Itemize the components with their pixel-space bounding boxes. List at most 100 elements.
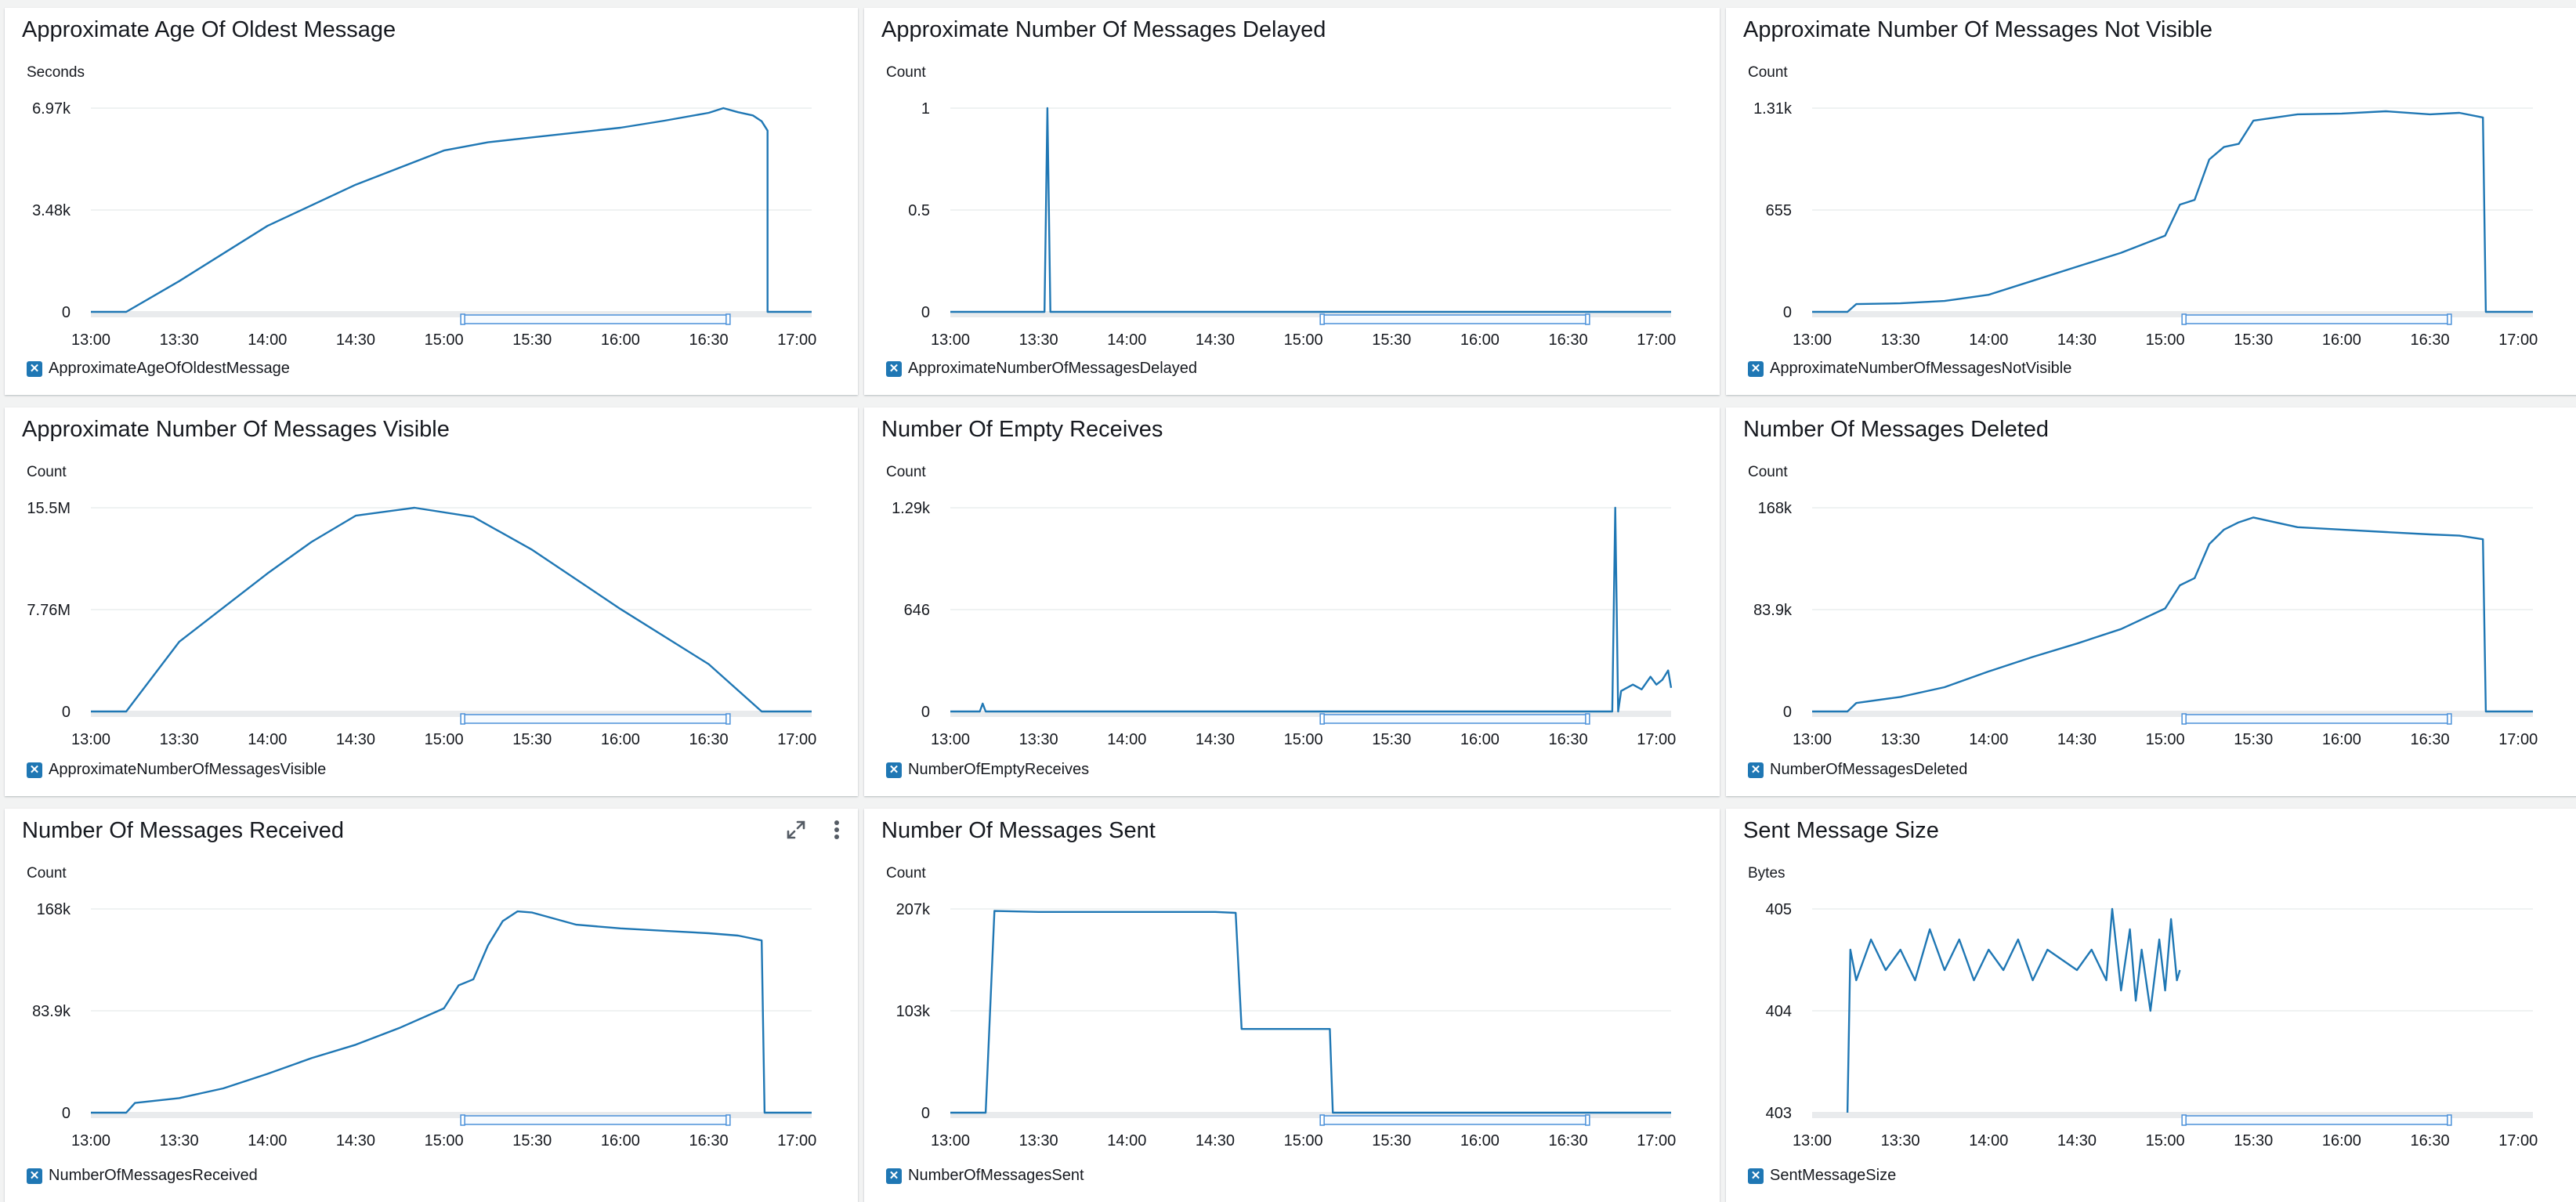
x-tick-label: 14:30 — [2057, 1132, 2097, 1150]
time-range-brush — [2182, 314, 2451, 324]
legend-label: ApproximateNumberOfMessagesNotVisible — [1770, 360, 2072, 377]
time-range-brush — [461, 714, 730, 724]
x-tick-label: 14:30 — [1196, 1132, 1235, 1150]
chart-plot: 1.31k 655 013:00 13:30 14:00 14:30 15:00 15:30 1… — [1753, 100, 2538, 349]
x-tick-label: 17:00 — [2498, 731, 2538, 748]
legend-label: NumberOfMessagesDeleted — [1770, 761, 1968, 778]
widget-title: Approximate Age Of Oldest Message — [22, 17, 396, 42]
chart-legend: ✕ NumberOfEmptyReceives — [886, 761, 1089, 779]
widget-title: Sent Message Size — [1743, 818, 1939, 843]
series-line — [950, 107, 1671, 313]
legend-label: NumberOfMessagesReceived — [49, 1167, 258, 1184]
legend-label: NumberOfMessagesSent — [908, 1167, 1084, 1184]
widget-panel[interactable]: Number Of Messages Received Count 168k 83.9… — [5, 809, 858, 1202]
widget-panel[interactable]: Approximate Number Of Messages Visible Co… — [5, 407, 858, 796]
x-tick-label: 17:00 — [777, 331, 816, 349]
x-tick-label: 13:30 — [1019, 331, 1058, 349]
chart-plot: 168k 83.9k 013:00 13:30 14:00 14:30 15:00 15:30… — [1753, 500, 2538, 748]
x-tick-label: 14:00 — [1107, 731, 1146, 748]
x-tick-label: 14:00 — [1969, 731, 2008, 748]
chart-plot: 15.5M 7.76M 013:00 13:30 14:00 14:30 15:00 15:3… — [27, 500, 816, 748]
more-options-icon[interactable] — [833, 820, 841, 840]
x-tick-label: 13:30 — [1881, 731, 1920, 748]
legend-checkbox-icon[interactable]: ✕ — [27, 762, 42, 778]
x-tick-label: 16:00 — [1460, 731, 1500, 748]
legend-checkbox-icon[interactable]: ✕ — [1748, 762, 1764, 778]
x-tick-label: 14:30 — [2057, 731, 2097, 748]
y-tick-label: 168k — [37, 901, 71, 918]
x-axis-baseline — [950, 1112, 1671, 1118]
legend-checkbox-icon[interactable]: ✕ — [1748, 1168, 1764, 1184]
x-axis-baseline — [91, 1112, 812, 1118]
x-tick-label: 14:30 — [336, 1132, 375, 1150]
legend-checkbox-icon[interactable]: ✕ — [886, 360, 902, 377]
x-tick-label: 14:30 — [2057, 331, 2097, 349]
legend-label: ApproximateAgeOfOldestMessage — [49, 360, 290, 377]
widget-panel[interactable]: Approximate Number Of Messages Delayed Co… — [864, 8, 1720, 395]
x-tick-label: 13:30 — [160, 1132, 199, 1150]
series-line — [1846, 907, 2181, 1113]
legend-checkbox-icon[interactable]: ✕ — [27, 360, 42, 377]
widget-panel[interactable]: Approximate Number Of Messages Not Visib… — [1726, 8, 2576, 395]
y-tick-label: 7.76M — [27, 602, 71, 619]
y-tick-label: 168k — [1758, 500, 1793, 517]
brush-handle-left — [2181, 313, 2187, 325]
chart-legend: ✕ ApproximateAgeOfOldestMessage — [27, 360, 290, 378]
legend-label: NumberOfEmptyReceives — [908, 761, 1090, 778]
x-tick-label: 13:00 — [1793, 1132, 1832, 1150]
brush-handle-right — [2447, 313, 2452, 325]
x-tick-label: 13:00 — [1793, 731, 1832, 748]
time-range-brush — [1320, 1115, 1590, 1125]
time-range-brush — [461, 1115, 730, 1125]
chart-legend: ✕ ApproximateNumberOfMessagesNotVisible — [1748, 360, 2071, 378]
x-tick-label: 15:30 — [512, 1132, 552, 1150]
x-tick-label: 14:30 — [336, 331, 375, 349]
chart-legend: ✕ ApproximateNumberOfMessagesVisible — [27, 761, 326, 779]
y-tick-label: 404 — [1766, 1003, 1792, 1020]
widget-panel[interactable]: Approximate Age Of Oldest Message Seconds… — [5, 8, 858, 395]
legend-checkbox-icon[interactable]: ✕ — [27, 1168, 42, 1184]
x-tick-label: 14:30 — [1196, 731, 1235, 748]
x-tick-label: 15:00 — [2146, 1132, 2185, 1150]
chart-legend: ✕ ApproximateNumberOfMessagesDelayed — [886, 360, 1197, 378]
series-line — [950, 910, 1671, 1114]
widget-panel[interactable]: Sent Message Size Bytes 405 404 403 13:00 13:3… — [1726, 809, 2576, 1202]
x-tick-label: 15:30 — [512, 731, 552, 748]
brush-handle-left — [2181, 713, 2187, 725]
brush-handle-right — [725, 713, 731, 725]
x-tick-label: 13:30 — [1881, 331, 1920, 349]
widget-panel[interactable]: Number Of Empty Receives Count 1.29k 646 0 13… — [864, 407, 1720, 796]
brush-handle-right — [2447, 1114, 2452, 1126]
legend-checkbox-icon[interactable]: ✕ — [886, 762, 902, 778]
x-tick-label: 15:00 — [425, 1132, 464, 1150]
y-tick-label: 1.31k — [1753, 100, 1793, 118]
brush-handle-left — [1319, 313, 1325, 325]
y-axis-unit-label: Count — [886, 865, 926, 882]
y-tick-label: 15.5M — [27, 500, 71, 517]
x-tick-label: 17:00 — [1637, 331, 1676, 349]
brush-handle-right — [725, 1114, 731, 1126]
legend-label: SentMessageSize — [1770, 1167, 1897, 1184]
legend-checkbox-icon[interactable]: ✕ — [1748, 360, 1764, 377]
x-tick-label: 16:30 — [2411, 731, 2450, 748]
x-tick-label: 13:00 — [931, 331, 970, 349]
expand-icon[interactable] — [786, 820, 806, 840]
x-tick-label: 15:30 — [2234, 1132, 2273, 1150]
legend-checkbox-icon[interactable]: ✕ — [886, 1168, 902, 1184]
series-line — [91, 107, 812, 313]
series-line — [91, 506, 812, 713]
x-tick-label: 13:00 — [71, 731, 110, 748]
brush-handle-left — [1319, 713, 1325, 725]
x-tick-label: 16:00 — [601, 331, 640, 349]
legend-label: ApproximateNumberOfMessagesDelayed — [908, 360, 1198, 377]
widget-panel[interactable]: Number Of Messages Sent Count 207k 103k 0 13:… — [864, 809, 1720, 1202]
y-tick-label: 1 — [921, 100, 930, 118]
x-tick-label: 13:30 — [1019, 731, 1058, 748]
y-axis-unit-label: Bytes — [1748, 865, 1785, 882]
y-tick-label: 1.29k — [892, 500, 931, 517]
widget-panel[interactable]: Number Of Messages Deleted Count 168k 83.9k… — [1726, 407, 2576, 796]
x-tick-label: 14:00 — [248, 1132, 287, 1150]
x-tick-label: 16:30 — [1549, 331, 1588, 349]
brush-handle-left — [460, 713, 465, 725]
